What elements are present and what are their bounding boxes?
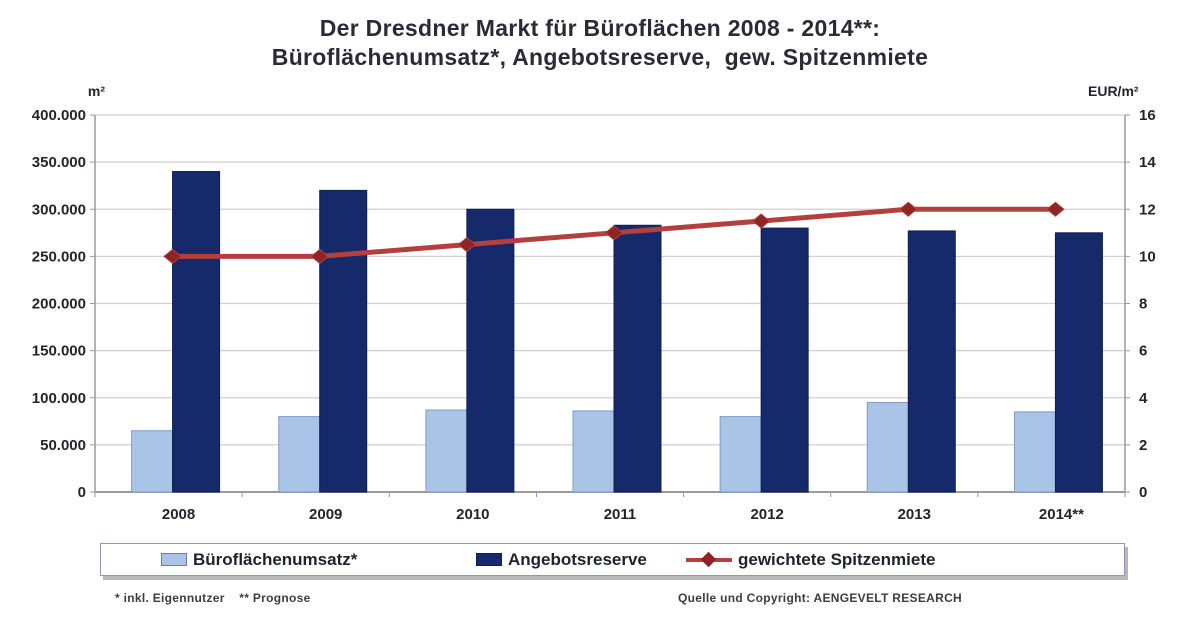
bar-swatch-icon bbox=[161, 553, 187, 566]
legend-item-bueroflaechenumsatz: Büroflächenumsatz* bbox=[161, 544, 357, 575]
bar-bueroflaechenumsatz bbox=[866, 401, 909, 493]
right-axis-tick-label: 16 bbox=[1139, 107, 1156, 124]
right-axis-tick-label: 2 bbox=[1139, 437, 1147, 454]
right-axis-tick-label: 4 bbox=[1139, 390, 1148, 407]
bar-angebotsreserve bbox=[466, 208, 515, 493]
left-axis-tick-label: 100.000 bbox=[32, 390, 86, 407]
right-axis-tick-label: 12 bbox=[1139, 201, 1156, 218]
bar-angebotsreserve bbox=[1054, 232, 1103, 493]
left-axis-tick-label: 150.000 bbox=[32, 343, 86, 360]
bar-angebotsreserve bbox=[613, 224, 662, 493]
chart-title-line-2: Büroflächenumsatz*, Angebotsreserve, gew… bbox=[271, 44, 929, 70]
legend-label-angebotsreserve: Angebotsreserve bbox=[508, 549, 647, 569]
legend-item-spitzenmiete: gewichtete Spitzenmiete bbox=[686, 544, 935, 575]
x-axis-label: 2008 bbox=[162, 506, 195, 523]
x-axis-label: 2013 bbox=[898, 506, 931, 523]
line-marker-diamond-icon bbox=[163, 248, 182, 265]
bar-bueroflaechenumsatz bbox=[278, 416, 321, 493]
left-axis-tick-label: 200.000 bbox=[32, 296, 86, 313]
left-axis-tick-label: 0 bbox=[78, 484, 86, 501]
bar-bueroflaechenumsatz bbox=[131, 430, 174, 493]
line-marker-diamond-icon bbox=[751, 213, 771, 229]
diamond-marker-icon bbox=[700, 551, 717, 567]
x-axis-label: 2014** bbox=[1039, 506, 1084, 523]
legend-label-bueroflaechenumsatz: Büroflächenumsatz* bbox=[193, 549, 358, 569]
bar-bueroflaechenumsatz bbox=[1013, 411, 1056, 493]
line-marker-diamond-icon bbox=[898, 201, 918, 217]
bar-swatch-icon bbox=[476, 553, 502, 566]
x-axis-label: 2011 bbox=[604, 506, 637, 523]
right-axis-tick-label: 8 bbox=[1139, 296, 1147, 313]
bar-angebotsreserve bbox=[172, 171, 221, 493]
footnote-left: * inkl. Eigennutzer ** Prognose bbox=[115, 591, 311, 605]
bar-angebotsreserve bbox=[760, 227, 809, 493]
right-axis-tick-label: 10 bbox=[1139, 248, 1156, 265]
right-axis-unit-label: EUR/m² bbox=[1088, 83, 1139, 99]
legend-item-angebotsreserve: Angebotsreserve bbox=[476, 544, 647, 575]
chart-title-line-1: Der Dresdner Markt für Büroflächen 2008 … bbox=[319, 15, 881, 41]
line-marker-diamond-icon bbox=[310, 248, 330, 265]
line-marker-diamond-icon bbox=[457, 236, 477, 253]
line-marker-diamond-icon bbox=[604, 225, 624, 241]
left-axis-tick-label: 50.000 bbox=[40, 437, 86, 454]
legend-label-spitzenmiete: gewichtete Spitzenmiete bbox=[738, 549, 936, 569]
bar-angebotsreserve bbox=[319, 189, 368, 493]
right-axis-tick-label: 14 bbox=[1139, 154, 1156, 171]
right-axis-tick-label: 0 bbox=[1139, 484, 1147, 501]
right-axis-tick-label: 6 bbox=[1139, 343, 1147, 360]
x-axis-label: 2010 bbox=[456, 506, 489, 523]
left-axis-tick-label: 350.000 bbox=[32, 154, 86, 171]
left-axis-tick-label: 250.000 bbox=[32, 248, 86, 265]
x-axis-label: 2012 bbox=[750, 506, 783, 523]
line-marker-swatch-icon bbox=[686, 551, 732, 567]
left-axis-unit-label: m² bbox=[87, 83, 105, 99]
line-marker-diamond-icon bbox=[1046, 201, 1065, 217]
bar-bueroflaechenumsatz bbox=[719, 416, 762, 493]
left-axis-tick-label: 300.000 bbox=[32, 201, 86, 218]
x-axis-label: 2009 bbox=[309, 506, 342, 523]
bar-bueroflaechenumsatz bbox=[425, 409, 468, 493]
left-axis-tick-label: 400.000 bbox=[32, 107, 86, 124]
bar-bueroflaechenumsatz bbox=[572, 410, 615, 493]
bar-angebotsreserve bbox=[907, 230, 956, 493]
legend: Büroflächenumsatz* Angebotsreserve gewic… bbox=[100, 543, 1125, 576]
footnote-source: Quelle und Copyright: AENGEVELT RESEARCH bbox=[678, 591, 963, 605]
